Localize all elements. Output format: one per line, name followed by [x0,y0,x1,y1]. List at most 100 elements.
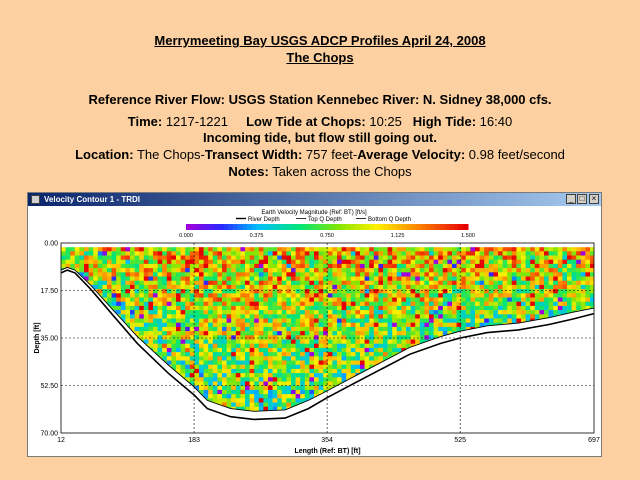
time-value: 1217-1221 [165,114,228,129]
page-subtitle: The Chops [286,50,354,65]
app-icon [31,195,40,204]
colorbar-cell [430,224,436,230]
chart-title: Earth Velocity Magnitude (Ref: BT) [ft/s… [261,210,367,216]
location-line: Location: The Chops-Transect Width: 757 … [0,147,640,162]
location-label: Location: [75,147,134,162]
y-tick-label: 52.50 [40,383,58,390]
colorbar-cell [237,224,243,230]
notes-value: Taken across the Chops [272,164,412,179]
colorbar-cell [317,224,323,230]
maximize-button[interactable]: □ [577,194,587,204]
x-tick-label: 697 [588,437,600,444]
colorbar-cell [322,224,328,230]
legend-entry: River Depth [248,217,280,223]
legend-entry: Top Q Depth [308,217,342,223]
colorbar-cell [402,224,408,230]
time-label: Time: [127,114,163,129]
y-tick-label: 70.00 [40,431,58,438]
colorbar-cell [421,224,427,230]
colorbar-cell [308,224,314,230]
colorbar-cell [298,224,304,230]
notes-label: Notes: [228,164,269,179]
colorbar-cell [228,224,234,230]
x-tick-label: 354 [321,437,333,444]
colorbar-tick-label: 0.750 [320,233,334,239]
colorbar-cell [265,224,272,230]
velocity-contour-window[interactable]: Velocity Contour 1 - TRDI _ □ × Earth Ve… [27,192,602,457]
bottom-q-depth-line [60,266,595,412]
y-axis-label: Depth [ft] [34,322,41,353]
colorbar-tick-label: 0.375 [250,233,264,239]
x-axis-label: Length (Ref: BT) [ft] [294,448,360,455]
location-value: The Chops- [136,147,205,162]
colorbar-cell [411,224,417,230]
colorbar-cell [284,224,290,230]
tide-note: Incoming tide, but flow still going out. [203,130,437,145]
colorbar-tick-label: 1.500 [461,233,475,239]
colorbar-cell [416,224,422,230]
colorbar-cell [449,224,455,230]
window-titlebar[interactable]: Velocity Contour 1 - TRDI _ □ × [28,193,601,206]
colorbar-cell [190,224,196,230]
colorbar-tick-label: 1.125 [391,233,405,239]
low-tide-label: Low Tide at Chops: [246,114,366,129]
colorbar-cell [350,224,356,230]
colorbar-cell [233,224,239,230]
colorbar-cell [345,224,351,230]
reference-flow: Reference River Flow: USGS Station Kenne… [88,92,552,107]
colorbar-cell [406,224,413,230]
colorbar-cell [355,224,361,230]
colorbar-cell [270,224,276,230]
colorbar-cell [359,224,366,230]
colorbar-cell [397,224,403,230]
colorbar-cell [463,224,469,230]
y-tick-label: 35.00 [40,336,58,343]
colorbar-cell [204,224,210,230]
colorbar-cell [383,224,389,230]
colorbar-cell [331,224,337,230]
time-line: Time: 1217-1221 Low Tide at Chops: 10:25… [0,114,640,129]
colorbar-cell [214,224,220,230]
colorbar-cell [435,224,441,230]
colorbar-cell [378,224,384,230]
colorbar-cell [256,224,262,230]
x-tick-label: 183 [188,437,200,444]
colorbar-cell [341,224,347,230]
colorbar-cell [388,224,394,230]
colorbar-cell [261,224,267,230]
colorbar-cell [186,224,192,230]
legend-entry: Bottom Q Depth [368,217,411,223]
colorbar-cell [223,224,229,230]
y-tick-label: 0.00 [44,241,58,248]
velocity-contour-chart: Earth Velocity Magnitude (Ref: BT) [ft/s… [34,210,600,455]
colorbar-cell [369,224,375,230]
transect-width-value: 757 feet- [305,147,358,162]
river-depth-line [60,269,595,421]
minimize-button[interactable]: _ [566,194,576,204]
colorbar-cell [327,224,333,230]
colorbar-cell [289,224,295,230]
high-tide-label: High Tide: [412,114,477,129]
colorbar-tick-label: 0.000 [179,233,193,239]
colorbar-cell [218,224,225,230]
colorbar-cell [195,224,201,230]
colorbar-cell [336,224,342,230]
colorbar-cell [425,224,431,230]
colorbar-cell [200,224,206,230]
colorbar-cell [275,224,281,230]
colorbar-cell [303,224,309,230]
low-tide-value: 10:25 [369,114,402,129]
plot-frame [60,242,595,434]
high-tide-value: 16:40 [479,114,513,129]
colorbar-cell [444,224,450,230]
transect-width-label: Transect Width: [204,147,303,162]
close-button[interactable]: × [589,194,599,204]
colorbar-cell [209,224,215,230]
colorbar-cell [247,224,253,230]
average-velocity-label: Average Velocity: [357,147,466,162]
colorbar-cell [453,224,460,230]
average-velocity-value: 0.98 feet/second [468,147,565,162]
notes-line: Notes: Taken across the Chops [0,164,640,179]
y-tick-label: 17.50 [40,288,58,295]
colorbar-cell [364,224,370,230]
